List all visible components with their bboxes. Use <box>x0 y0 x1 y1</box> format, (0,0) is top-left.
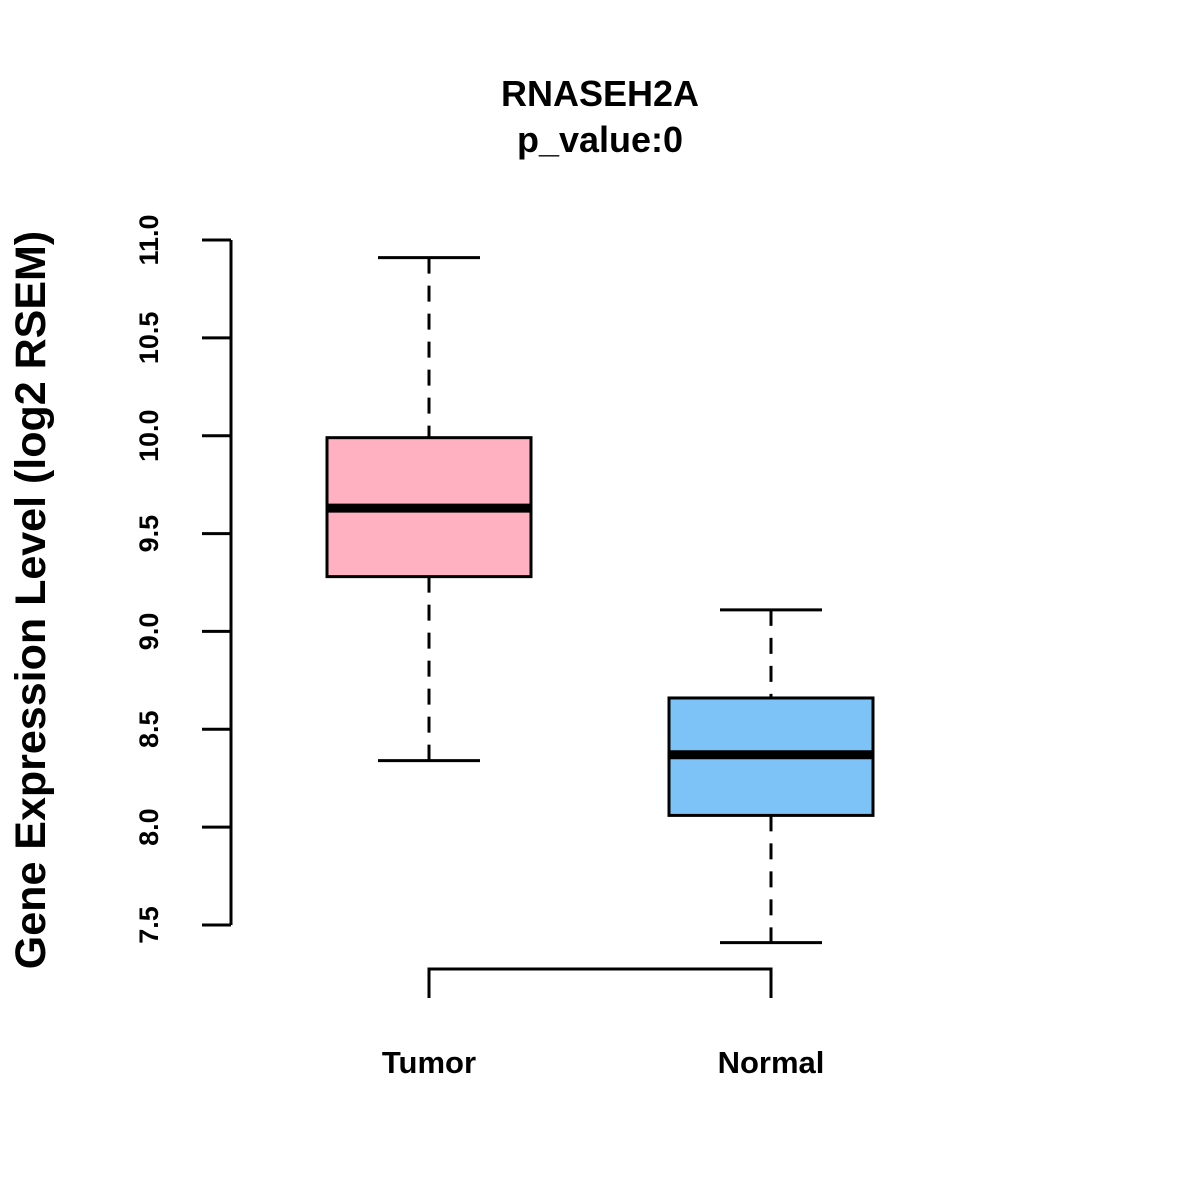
y-tick-label: 8.5 <box>134 711 164 749</box>
box-tumor <box>325 256 533 763</box>
y-tick-label: 10.0 <box>134 409 164 462</box>
y-ticks: 7.5 8.0 8.5 9.0 9.5 10.0 10.5 11.0 <box>134 214 231 944</box>
boxes <box>325 256 875 945</box>
x-category-label: Tumor <box>382 1045 476 1080</box>
x-category-label: Normal <box>718 1045 825 1080</box>
x-axis: Tumor Normal <box>382 967 825 1080</box>
chart-subtitle: p_value:0 <box>517 119 683 160</box>
y-tick-label: 8.0 <box>134 808 164 846</box>
chart-title: RNASEH2A <box>501 73 699 114</box>
y-tick-label: 7.5 <box>134 906 164 944</box>
y-tick-label: 9.0 <box>134 613 164 651</box>
box-normal <box>667 608 875 945</box>
y-axis-label: Gene Expression Level (log2 RSEM) <box>7 231 55 969</box>
y-tick-label: 9.5 <box>134 515 164 553</box>
x-axis-line <box>427 967 773 998</box>
y-tick-label: 10.5 <box>134 312 164 365</box>
y-tick-label: 11.0 <box>134 214 164 265</box>
